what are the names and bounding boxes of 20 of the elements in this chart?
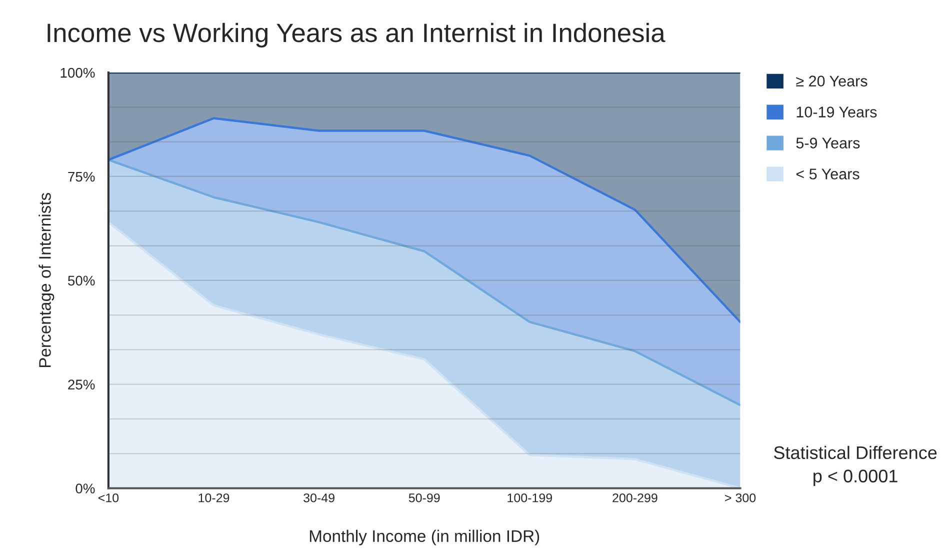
x-axis-title: Monthly Income (in million IDR) (310, 530, 540, 546)
legend-label: ≥ 20 Years (796, 76, 868, 86)
x-tick-label: 50-99 (408, 493, 440, 502)
y-tick-label: 25% (68, 380, 95, 390)
y-tick-label: 75% (68, 172, 95, 182)
chart-title: Income vs Working Years as an Internist in Indonesia (48, 22, 666, 48)
x-tick-label: 10-29 (198, 493, 230, 502)
x-tick-label: 200-299 (612, 493, 658, 502)
x-tick-label: 30-49 (304, 493, 334, 502)
legend-label: < 5 Years (796, 168, 860, 180)
legend-label: 5-9 Years (796, 138, 860, 148)
x-tick-label: <10 (98, 493, 119, 502)
legend-label: 10-19 Years (796, 106, 877, 118)
y-tick-label: 0% (76, 484, 95, 494)
y-axis-title: Percentage of Internists (38, 192, 54, 368)
y-tick-label: 50% (68, 276, 95, 286)
y-tick-label: 100% (60, 68, 95, 78)
x-tick-label: 100-199 (508, 493, 552, 502)
text: Statistical Difference p < 0.0001 (774, 446, 937, 486)
x-tick-label: > 300 (725, 493, 756, 502)
